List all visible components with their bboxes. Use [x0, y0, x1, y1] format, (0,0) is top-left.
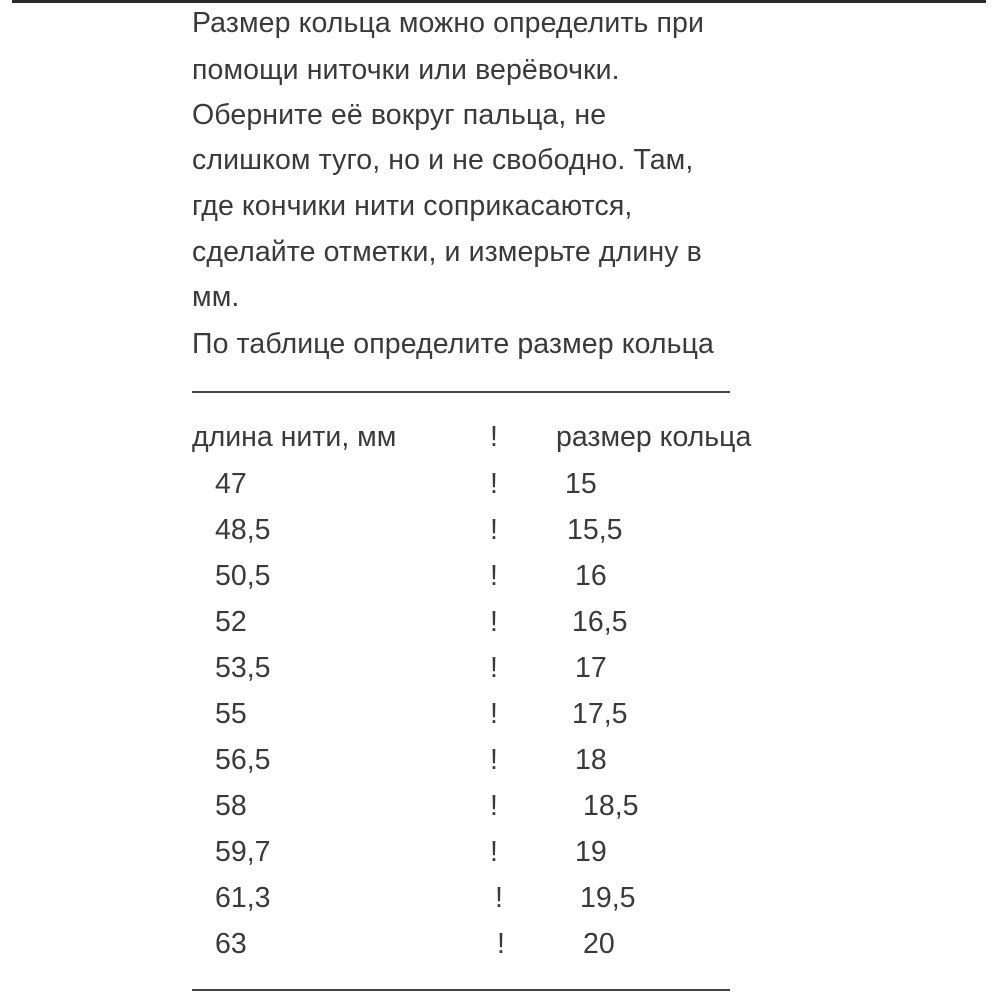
- ring-size-cell: 17,5: [572, 698, 628, 730]
- ring-size-cell: 17: [575, 652, 607, 684]
- table-row: 58! 18,5: [0, 783, 1000, 829]
- table-row: 59,7! 19: [0, 829, 1000, 875]
- ring-size-cell: 19: [575, 836, 607, 868]
- intro-line: слишком туго, но и не свободно. Там,: [192, 144, 694, 176]
- thread-length-cell: 48,5: [215, 514, 271, 546]
- thread-length-cell: 52: [215, 606, 247, 638]
- thread-length-cell: 47: [215, 468, 247, 500]
- column-separator: !: [490, 744, 498, 776]
- intro-line: сделайте отметки, и измерьте длину в: [192, 236, 702, 268]
- thread-length-cell: 63: [215, 928, 247, 960]
- intro-line: Размер кольца можно определить при: [192, 7, 705, 39]
- thread-length-cell: 58: [215, 790, 247, 822]
- header-thread-length: длина нити, мм: [192, 421, 397, 453]
- intro-line: помощи ниточки или верёвочки.: [192, 54, 620, 86]
- column-separator: !: [497, 928, 505, 960]
- column-separator: !: [490, 421, 498, 453]
- separator-line: [192, 391, 730, 393]
- table-row: 48,5! 15,5: [0, 507, 1000, 553]
- table-row: 61,3! 19,5: [0, 875, 1000, 921]
- ring-size-cell: 19,5: [580, 882, 636, 914]
- column-separator: !: [490, 836, 498, 868]
- column-separator: !: [490, 514, 498, 546]
- table-row: 55! 17,5: [0, 691, 1000, 737]
- table-row: 50,5! 16: [0, 553, 1000, 599]
- column-separator: !: [490, 560, 498, 592]
- table-header: длина нити, мм ! размер кольца: [0, 414, 1000, 460]
- ring-size-cell: 15: [565, 468, 597, 500]
- table-row: 63! 20: [0, 921, 1000, 967]
- intro-line: мм.: [192, 281, 240, 313]
- column-separator: !: [490, 652, 498, 684]
- thread-length-cell: 55: [215, 698, 247, 730]
- separator-line: [192, 989, 730, 991]
- header-ring-size: размер кольца: [556, 421, 752, 453]
- thread-length-cell: 50,5: [215, 560, 271, 592]
- intro-line: По таблице определите размер кольца: [192, 328, 714, 360]
- column-separator: !: [495, 882, 503, 914]
- top-border: [12, 0, 986, 3]
- table-row: 56,5! 18: [0, 737, 1000, 783]
- ring-size-cell: 18: [575, 744, 607, 776]
- ring-size-cell: 16: [575, 560, 607, 592]
- column-separator: !: [490, 468, 498, 500]
- intro-line: где кончики нити соприкасаются,: [192, 190, 633, 222]
- ring-size-cell: 20: [583, 928, 615, 960]
- thread-length-cell: 61,3: [215, 882, 271, 914]
- ring-size-cell: 16,5: [572, 606, 628, 638]
- thread-length-cell: 53,5: [215, 652, 271, 684]
- intro-line: Оберните её вокруг пальца, не: [192, 99, 607, 131]
- thread-length-cell: 56,5: [215, 744, 271, 776]
- ring-size-cell: 18,5: [583, 790, 639, 822]
- ring-size-cell: 15,5: [567, 514, 623, 546]
- table-row: 47! 15: [0, 461, 1000, 507]
- table-row: 53,5! 17: [0, 645, 1000, 691]
- table-row: 52! 16,5: [0, 599, 1000, 645]
- thread-length-cell: 59,7: [215, 836, 271, 868]
- column-separator: !: [490, 790, 498, 822]
- column-separator: !: [490, 606, 498, 638]
- column-separator: !: [490, 698, 498, 730]
